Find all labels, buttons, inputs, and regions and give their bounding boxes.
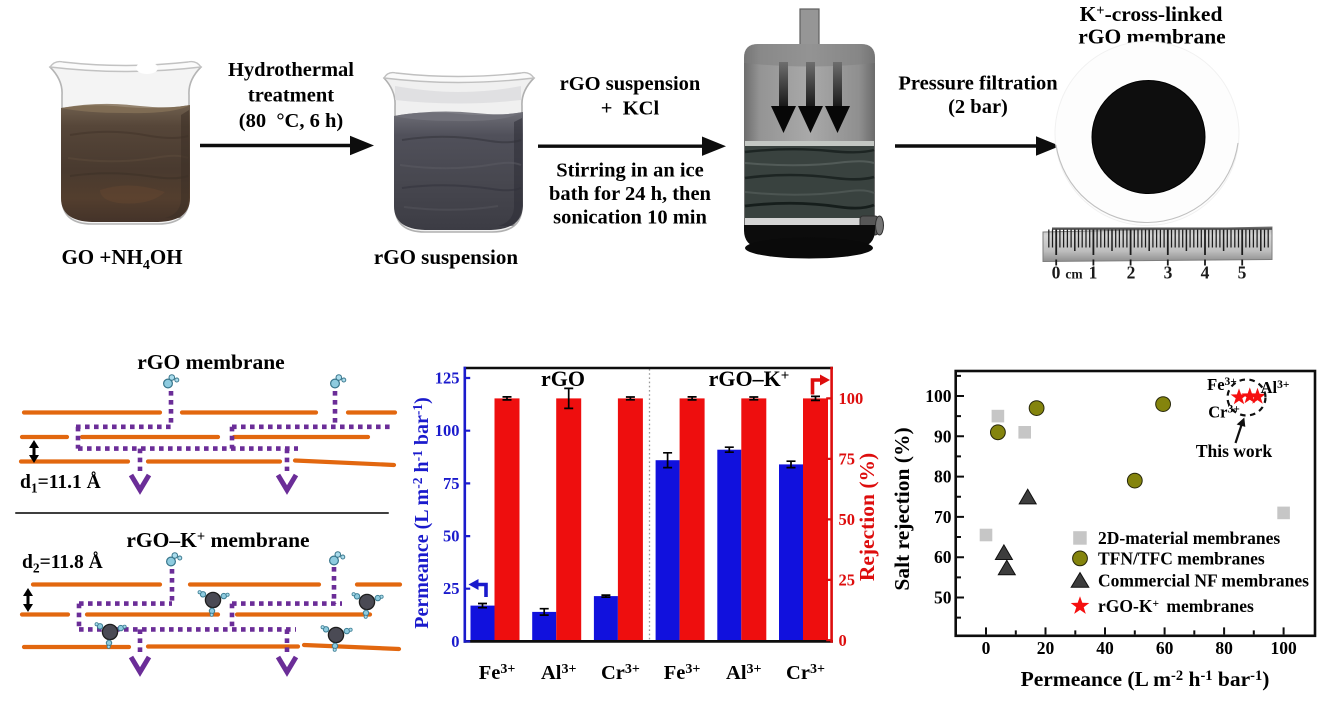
svg-text:rGO membrane: rGO membrane [137, 350, 284, 374]
svg-text:125: 125 [435, 369, 460, 388]
svg-text:Hydrothermal: Hydrothermal [228, 59, 354, 81]
svg-text:2: 2 [1127, 263, 1136, 283]
svg-text:100: 100 [1270, 638, 1297, 658]
svg-text:(2 bar): (2 bar) [948, 96, 1008, 118]
svg-text:Rejection (%): Rejection (%) [855, 453, 879, 581]
svg-text:100: 100 [435, 421, 460, 440]
svg-text:GO +NH4OH: GO +NH4OH [61, 245, 182, 273]
svg-text:Cr3+: Cr3+ [1208, 403, 1240, 422]
svg-text:rGO suspension: rGO suspension [374, 245, 518, 269]
svg-text:bath for 24 h, then: bath for 24 h, then [549, 183, 712, 205]
svg-text:100: 100 [925, 386, 952, 406]
svg-text:25: 25 [839, 571, 856, 590]
svg-text:0: 0 [1052, 263, 1061, 283]
svg-text:60: 60 [1156, 638, 1174, 658]
svg-text:25: 25 [443, 579, 460, 598]
svg-text:Fe3+: Fe3+ [1207, 375, 1237, 394]
svg-text:treatment: treatment [248, 85, 334, 107]
svg-text:TFN/TFC membranes: TFN/TFC membranes [1098, 548, 1265, 568]
svg-text:Pressure filtration: Pressure filtration [898, 73, 1058, 95]
svg-text:This work: This work [1196, 441, 1273, 461]
svg-text:Al3+: Al3+ [726, 662, 762, 684]
svg-text:Cr3+: Cr3+ [786, 662, 825, 684]
svg-text:0: 0 [451, 632, 459, 651]
svg-text:Commercial NF membranes: Commercial NF membranes [1098, 571, 1309, 591]
svg-text:80: 80 [1215, 638, 1233, 658]
svg-text:K+-cross-linked: K+-cross-linked [1080, 2, 1223, 26]
svg-text:Permeance (L m-2 h-1 bar-1): Permeance (L m-2 h-1 bar-1) [410, 397, 433, 629]
svg-text:rGO-K+ membranes: rGO-K+ membranes [1098, 596, 1254, 616]
svg-text:100: 100 [839, 389, 864, 408]
svg-text:Fe3+: Fe3+ [664, 662, 701, 684]
svg-text:Fe3+: Fe3+ [479, 662, 516, 684]
svg-text:+ KCl: + KCl [601, 98, 660, 120]
svg-text:90: 90 [934, 426, 952, 446]
svg-text:50: 50 [839, 510, 856, 529]
svg-text:3: 3 [1164, 263, 1173, 283]
svg-text:rGO: rGO [541, 366, 585, 391]
svg-text:1: 1 [1089, 263, 1098, 283]
svg-text:50: 50 [443, 527, 460, 546]
svg-text:4: 4 [1201, 263, 1210, 283]
svg-text:d1=11.1 Å: d1=11.1 Å [20, 472, 101, 496]
svg-text:75: 75 [839, 450, 856, 469]
svg-text:Salt rejection (%): Salt rejection (%) [890, 427, 914, 590]
svg-text:50: 50 [934, 588, 952, 608]
svg-text:20: 20 [1037, 638, 1055, 658]
svg-text:60: 60 [934, 547, 952, 567]
svg-text:rGO–K+ membrane: rGO–K+ membrane [126, 528, 309, 552]
svg-text:80: 80 [934, 467, 952, 487]
svg-text:rGO–K+: rGO–K+ [709, 366, 790, 391]
svg-text:rGO suspension: rGO suspension [560, 73, 701, 95]
svg-text:cm: cm [1065, 267, 1083, 282]
svg-text:75: 75 [443, 474, 460, 493]
svg-text:Permeance (L m-2 h-1 bar-1): Permeance (L m-2 h-1 bar-1) [1021, 667, 1270, 691]
svg-text:Al3+: Al3+ [1261, 378, 1290, 397]
svg-text:d2=11.8 Å: d2=11.8 Å [22, 552, 103, 576]
svg-text:2D-material membranes: 2D-material membranes [1098, 528, 1280, 548]
svg-text:0: 0 [839, 631, 847, 650]
svg-text:5: 5 [1238, 263, 1247, 283]
svg-text:0: 0 [982, 638, 991, 658]
svg-text:Cr3+: Cr3+ [601, 662, 640, 684]
svg-text:70: 70 [934, 507, 952, 527]
svg-text:Stirring in an ice: Stirring in an ice [556, 160, 703, 182]
svg-text:sonication 10 min: sonication 10 min [553, 207, 707, 229]
svg-text:Al3+: Al3+ [541, 662, 577, 684]
svg-text:40: 40 [1096, 638, 1114, 658]
svg-text:(80 °C, 6 h): (80 °C, 6 h) [239, 110, 343, 132]
